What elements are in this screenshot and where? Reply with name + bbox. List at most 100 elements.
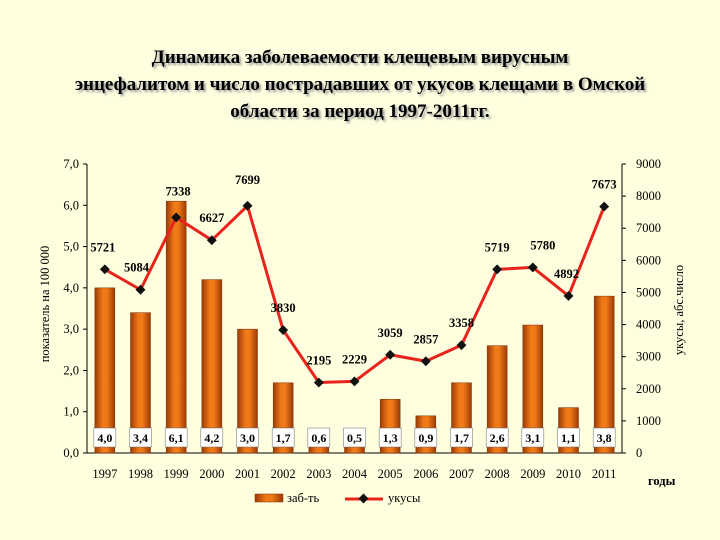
y2-tick-label: 8000 — [636, 189, 661, 203]
bar-label-box — [592, 427, 616, 448]
y-tick-label: 4,0 — [63, 281, 79, 295]
bar-value-label: 0,6 — [311, 431, 326, 445]
title-line-3: области за период 1997-2011гг. — [230, 101, 490, 122]
bar-label-box — [236, 427, 259, 448]
line-value-label: 7338 — [166, 184, 191, 198]
bar-value-label: 6,1 — [169, 431, 184, 445]
y-tick-label: 7,0 — [63, 157, 79, 171]
bar-label-box — [378, 427, 402, 448]
line-marker — [492, 264, 503, 275]
legend-line-label: укусы — [388, 491, 421, 505]
x-tick-label: 2004 — [342, 467, 368, 481]
line-marker — [206, 235, 217, 246]
bar-label-box — [450, 427, 473, 448]
y2-tick-label: 9000 — [636, 157, 661, 171]
x-tick-label: 2009 — [520, 467, 545, 481]
bar-value-label: 1,7 — [276, 431, 291, 445]
line-value-label: 3830 — [271, 301, 296, 315]
bar — [486, 345, 508, 454]
line-marker — [420, 356, 431, 367]
bar-label-box — [343, 427, 366, 448]
line-marker — [171, 212, 182, 223]
bar-label-box — [521, 427, 545, 448]
line-value-label: 7699 — [235, 173, 260, 187]
line-value-label: 6627 — [199, 211, 224, 225]
x-tick-label: 2008 — [485, 467, 510, 481]
bar — [237, 328, 258, 454]
line-marker — [349, 376, 360, 387]
bar-value-label: 1,1 — [561, 431, 576, 445]
line-value-label: 2195 — [306, 354, 331, 368]
bar-label-box — [414, 427, 438, 448]
y2-axis-label: укусы, абс.число — [672, 265, 686, 355]
line-value-label: 2857 — [413, 332, 438, 346]
x-axis-label: годы — [648, 474, 676, 488]
bar-value-label: 3,1 — [525, 431, 540, 445]
line-marker — [278, 325, 289, 335]
line-value-label: 2229 — [342, 352, 367, 366]
bar-value-label: 3,0 — [240, 431, 255, 445]
bar — [165, 200, 187, 454]
y2-tick-label: 6000 — [636, 253, 661, 267]
bar-value-label: 0,5 — [347, 431, 362, 445]
y2-tick-label: 7000 — [636, 221, 661, 235]
bar-value-label: 0,9 — [418, 431, 433, 445]
y-tick-label: 0,0 — [63, 446, 79, 460]
line-marker — [456, 340, 467, 351]
line-value-label: 5721 — [90, 240, 115, 254]
bar-value-label: 1,3 — [383, 431, 398, 445]
line-marker — [599, 201, 610, 212]
x-tick-label: 1997 — [92, 467, 117, 481]
line-marker — [242, 200, 253, 211]
bar-value-label: 3,8 — [597, 431, 612, 445]
chart-title: Динамика заболеваемости клещевым вирусны… — [0, 44, 720, 125]
legend: заб-ть укусы — [254, 491, 421, 505]
y2-tick-label: 3000 — [636, 350, 661, 364]
y-tick-label: 2,0 — [63, 363, 79, 377]
bar-value-label: 2,6 — [490, 431, 505, 445]
bar-value-label: 1,7 — [454, 431, 469, 445]
bar-label-box — [557, 427, 580, 448]
bar — [593, 295, 615, 454]
bar-label-box — [164, 427, 188, 448]
line-value-label: 7673 — [592, 178, 617, 192]
bar-value-label: 3,4 — [133, 431, 148, 445]
legend-bar-swatch — [254, 493, 284, 503]
title-line-2: энцефалитом и число пострадавших от укус… — [74, 74, 646, 95]
line-marker — [527, 262, 538, 273]
bar-value-label: 4,0 — [97, 431, 112, 445]
line-marker — [563, 290, 574, 301]
x-tick-label: 2011 — [592, 467, 617, 481]
y-axis-label: показатель на 100 000 — [38, 246, 52, 363]
bar-label-box — [271, 427, 295, 448]
bar — [522, 324, 544, 454]
y-tick-label: 3,0 — [63, 322, 79, 336]
bar-label-box — [200, 427, 224, 448]
x-tick-label: 2003 — [306, 467, 331, 481]
x-tick-label: 2005 — [378, 467, 403, 481]
x-tick-label: 2000 — [199, 467, 224, 481]
legend-line-marker — [358, 493, 369, 504]
x-tick-label: 2006 — [413, 467, 438, 481]
x-tick-label: 2007 — [449, 467, 474, 481]
line-value-label: 5780 — [530, 238, 555, 252]
y2-tick-label: 0 — [636, 446, 642, 460]
line-marker — [313, 377, 324, 388]
y2-tick-label: 4000 — [636, 318, 661, 332]
line-marker — [135, 284, 146, 295]
line-value-label: 5084 — [124, 261, 150, 275]
bar-label-box — [129, 427, 152, 448]
line-value-label: 5719 — [485, 240, 510, 254]
y2-tick-label: 2000 — [636, 382, 661, 396]
x-tick-label: 2001 — [235, 467, 260, 481]
y2-tick-label: 1000 — [636, 414, 661, 428]
x-tick-label: 2002 — [271, 467, 296, 481]
bar — [130, 312, 151, 454]
line-marker — [385, 349, 396, 360]
line-value-label: 3358 — [449, 316, 474, 330]
bar-value-label: 4,2 — [204, 431, 219, 445]
bar — [94, 287, 116, 454]
plot-area: 0,0 1,0 2,0 3,0 4,0 5,0 6,0 7,0 0 1000 2000 3000 400… — [63, 157, 661, 481]
y-tick-label: 5,0 — [63, 240, 79, 254]
